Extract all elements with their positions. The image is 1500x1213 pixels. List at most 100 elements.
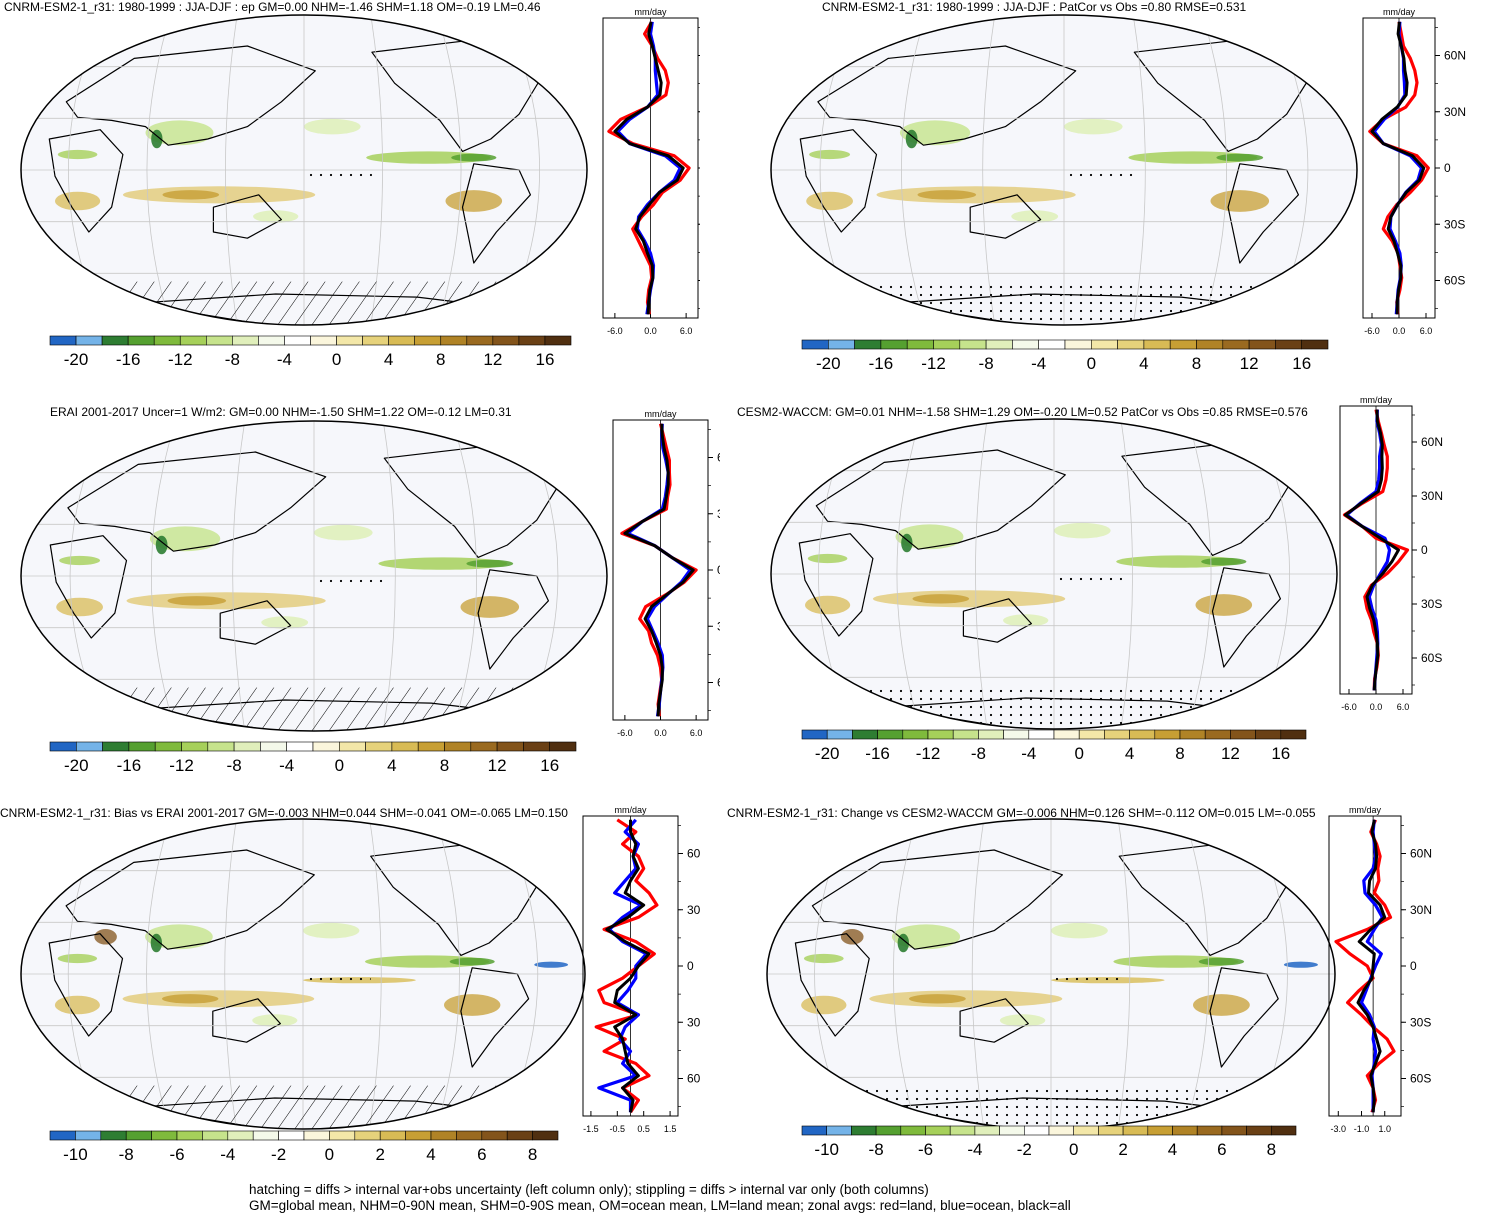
profile-series-line bbox=[1334, 819, 1396, 1113]
colorbar-swatch bbox=[523, 741, 550, 752]
map-frame bbox=[20, 420, 608, 732]
panel-5-zonal-profile: mm/day 60N 30N 0 30S 60S -1.5 -0.5 0.5 1.5 bbox=[582, 805, 700, 1134]
map-frame bbox=[20, 818, 586, 1130]
map-field-southern-core bbox=[909, 994, 966, 1004]
map-field-southern-core bbox=[167, 596, 227, 606]
map-field-southern-core bbox=[162, 994, 219, 1004]
colorbar-swatch bbox=[260, 741, 287, 752]
colorbar-swatch bbox=[1122, 1125, 1149, 1136]
map-field-africa-south bbox=[54, 995, 100, 1015]
colorbar-swatch bbox=[1053, 729, 1080, 740]
colorbar-swatch bbox=[974, 1125, 1000, 1136]
colorbar-swatch bbox=[414, 335, 442, 346]
profile-lat-label: 30S bbox=[687, 1015, 700, 1029]
colorbar-swatch bbox=[851, 1125, 877, 1136]
map-field-southern-core bbox=[912, 594, 970, 604]
panel-3-colorbar: -20-16-12-8-4048121620 bbox=[49, 741, 577, 775]
colorbar-swatch bbox=[532, 1130, 559, 1141]
colorbar-tick-label: -20 bbox=[816, 354, 841, 373]
colorbar-tick-label: 0 bbox=[1087, 354, 1096, 373]
map-field-itcz-core bbox=[1201, 557, 1247, 566]
map-coastline bbox=[799, 129, 878, 233]
colorbar-swatch bbox=[801, 1125, 828, 1136]
map-stippling-tropics bbox=[314, 576, 385, 586]
profile-x-label: -1.5 bbox=[583, 1124, 599, 1134]
colorbar-tick-label: 12 bbox=[483, 350, 502, 369]
panel-1-map bbox=[20, 14, 588, 326]
colorbar-tick-label: -12 bbox=[169, 756, 194, 775]
map-coastline bbox=[48, 129, 124, 233]
map-field-sahel bbox=[57, 953, 98, 964]
map-field-itcz-pacific bbox=[365, 955, 490, 968]
colorbar-swatch bbox=[470, 741, 498, 752]
map-hatching bbox=[122, 281, 520, 325]
panel-3-map bbox=[20, 420, 608, 732]
colorbar-tick-label: 16 bbox=[535, 350, 554, 369]
footnote-line-2: GM=global mean, NHM=0-90N mean, SHM=0-90… bbox=[249, 1198, 1071, 1213]
colorbar-swatch bbox=[466, 335, 494, 346]
colorbar-swatch bbox=[310, 335, 337, 346]
colorbar-swatch bbox=[258, 335, 285, 346]
colorbar-tick-label: 0 bbox=[335, 756, 344, 775]
colorbar-swatch bbox=[430, 1130, 457, 1141]
profile-x-label: 0.5 bbox=[637, 1124, 650, 1134]
profile-x-label: 0.0 bbox=[1393, 326, 1406, 336]
map-field-north-pacific bbox=[1064, 118, 1123, 135]
profile-x-label: -0.5 bbox=[610, 1124, 626, 1134]
map-coastline bbox=[219, 600, 292, 645]
panel-1-title: CNRM-ESM2-1_r31: 1980-1999 : JJA-DJF : e… bbox=[4, 0, 541, 14]
colorbar-swatch bbox=[481, 1130, 508, 1141]
map-field-south-america bbox=[445, 190, 503, 212]
profile-series-line bbox=[605, 819, 651, 1113]
colorbar-tick-label: -8 bbox=[227, 756, 242, 775]
map-field-south-america bbox=[1195, 594, 1253, 616]
panel-5-colorbar: -10-8-6-4-20246810 bbox=[49, 1130, 559, 1164]
colorbar-tick-label: -20 bbox=[64, 350, 89, 369]
profile-x-label: -6.0 bbox=[607, 326, 623, 336]
colorbar-swatch bbox=[1246, 1125, 1272, 1136]
colorbar-swatch bbox=[153, 335, 181, 346]
colorbar-tick-label: -10 bbox=[63, 1145, 88, 1164]
map-field-sahel bbox=[57, 149, 98, 160]
panel-2-colorbar: -20-16-12-8-4048121620 bbox=[801, 339, 1329, 373]
profile-x-label: 6.0 bbox=[1420, 326, 1433, 336]
colorbar-swatch bbox=[999, 1125, 1025, 1136]
profile-x-label: 1.0 bbox=[1378, 1124, 1391, 1134]
colorbar-swatch bbox=[902, 729, 929, 740]
colorbar-swatch bbox=[181, 741, 209, 752]
colorbar-swatch bbox=[1143, 339, 1171, 350]
profile-x-label: 0.0 bbox=[644, 326, 657, 336]
colorbar-tick-label: -8 bbox=[119, 1145, 134, 1164]
colorbar-swatch bbox=[927, 729, 954, 740]
map-field-africa-south bbox=[54, 191, 101, 211]
colorbar-swatch bbox=[206, 335, 233, 346]
map-field-africa-south bbox=[806, 191, 854, 211]
colorbar-swatch bbox=[549, 741, 577, 752]
map-stippling-tropics bbox=[304, 170, 372, 180]
colorbar-swatch bbox=[1024, 1125, 1050, 1136]
colorbar-tick-label: -6 bbox=[169, 1145, 184, 1164]
colorbar-swatch bbox=[1255, 729, 1282, 740]
colorbar-tick-label: -4 bbox=[1021, 744, 1036, 763]
map-field-sahel bbox=[807, 553, 848, 564]
map-coastline bbox=[49, 535, 128, 639]
colorbar-tick-label: -12 bbox=[916, 744, 941, 763]
colorbar-swatch bbox=[405, 1130, 432, 1141]
map-field-south-pacific bbox=[1003, 614, 1049, 627]
colorbar-tick-label: 16 bbox=[1271, 744, 1290, 763]
map-field-itcz-core bbox=[451, 153, 497, 162]
map-field-north-pacific bbox=[1051, 922, 1108, 939]
colorbar-swatch bbox=[801, 339, 829, 350]
panel-1-colorbar: -20-16-12-8-4048121620 bbox=[49, 335, 572, 369]
profile-lat-label: 60S bbox=[1444, 274, 1465, 288]
profile-x-label: -6.0 bbox=[617, 728, 633, 738]
colorbar-tick-label: 4 bbox=[1139, 354, 1148, 373]
profile-x-label: -3.0 bbox=[1331, 1124, 1347, 1134]
colorbar-tick-label: 4 bbox=[426, 1145, 435, 1164]
map-stippling bbox=[841, 281, 1287, 325]
map-field-south-america bbox=[1193, 994, 1250, 1016]
panel-6-title: CNRM-ESM2-1_r31: Change vs CESM2-WACCM G… bbox=[727, 806, 1316, 820]
profile-lat-label: 60N bbox=[1421, 435, 1443, 449]
profile-series-line bbox=[1370, 21, 1426, 315]
colorbar-tick-label: 4 bbox=[1125, 744, 1134, 763]
